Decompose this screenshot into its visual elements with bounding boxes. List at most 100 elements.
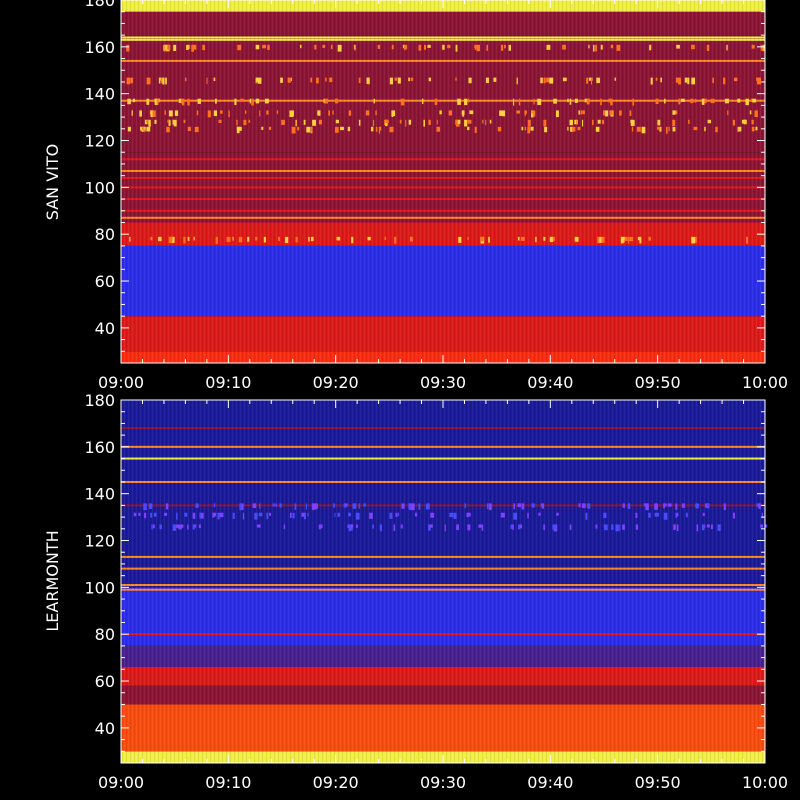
- speckle: [486, 44, 489, 51]
- speckle: [608, 98, 612, 103]
- speckle: [672, 110, 676, 115]
- speckle: [513, 503, 516, 510]
- speckle: [373, 98, 375, 104]
- speckle: [517, 236, 520, 241]
- speckle: [645, 503, 649, 511]
- speckle: [162, 77, 165, 85]
- speckle: [423, 119, 426, 127]
- speckle: [752, 98, 756, 103]
- speckle: [384, 236, 386, 241]
- speckle: [674, 110, 678, 115]
- speckle: [394, 77, 397, 81]
- speckle: [156, 98, 158, 105]
- speckle: [173, 119, 177, 127]
- speckle: [301, 512, 305, 517]
- speckle: [251, 98, 254, 106]
- speckle: [418, 503, 421, 510]
- speckle: [555, 110, 559, 118]
- speckle: [693, 126, 698, 131]
- speckle: [139, 110, 142, 117]
- speckle: [324, 98, 329, 104]
- speckle: [464, 98, 468, 106]
- speckle: [242, 512, 245, 520]
- speckle: [488, 503, 492, 511]
- speckle: [519, 524, 523, 529]
- speckle: [663, 503, 665, 509]
- speckle: [734, 77, 738, 82]
- speckle: [629, 236, 634, 242]
- speckle: [156, 98, 160, 103]
- speckle: [238, 126, 242, 131]
- x-tick-label: 09:20: [313, 773, 359, 792]
- speckle: [467, 126, 470, 131]
- speckle: [630, 119, 632, 124]
- speckle: [530, 110, 534, 118]
- speckle: [158, 98, 160, 102]
- x-tick-label: 09:00: [98, 373, 144, 392]
- speckle: [521, 126, 524, 131]
- speckle: [535, 236, 537, 243]
- speckle: [262, 44, 267, 49]
- speckle: [146, 119, 149, 123]
- speckle: [637, 236, 641, 241]
- speckle: [574, 98, 578, 103]
- speckle: [333, 503, 335, 508]
- speckle: [143, 126, 145, 132]
- speckle: [181, 98, 183, 104]
- speckle: [366, 77, 370, 84]
- speckle: [621, 236, 625, 241]
- speckle: [226, 236, 231, 242]
- speckle: [650, 77, 653, 85]
- speckle: [619, 524, 621, 531]
- speckle: [448, 110, 452, 116]
- y-tick-label: 180: [84, 0, 115, 10]
- speckle: [524, 126, 527, 131]
- speckle: [165, 44, 168, 51]
- speckle: [457, 119, 461, 124]
- speckle: [148, 503, 153, 509]
- speckle: [306, 126, 310, 133]
- speckle: [334, 512, 336, 518]
- speckle: [337, 236, 341, 241]
- speckle: [247, 236, 250, 242]
- speckle: [165, 77, 167, 85]
- speckle: [537, 98, 542, 106]
- speckle: [127, 126, 131, 132]
- speckle: [330, 44, 333, 50]
- speckle: [346, 503, 348, 507]
- speckle: [256, 524, 261, 528]
- speckle: [524, 110, 527, 115]
- speckle: [380, 524, 382, 532]
- speckle: [503, 44, 506, 49]
- speckle: [254, 512, 258, 520]
- speckle: [675, 503, 678, 510]
- speckle: [641, 126, 646, 134]
- speckle: [635, 512, 638, 519]
- san-vito-ylabel: SAN VITO: [43, 144, 62, 220]
- speckle: [527, 512, 529, 519]
- speckle: [723, 77, 726, 85]
- speckle: [143, 503, 147, 511]
- y-tick-label: 80: [95, 225, 115, 244]
- speckle: [164, 110, 166, 115]
- speckle: [593, 44, 595, 52]
- speckle: [160, 77, 163, 84]
- speckle: [467, 119, 472, 124]
- x-tick-label: 09:40: [527, 373, 573, 392]
- speckle: [622, 503, 625, 508]
- speckle: [150, 236, 153, 241]
- speckle: [550, 236, 553, 243]
- speckle: [328, 110, 330, 116]
- speckle: [763, 44, 766, 51]
- speckle: [168, 110, 173, 117]
- speckle: [410, 236, 413, 242]
- speckle: [371, 126, 374, 132]
- speckle: [467, 524, 471, 531]
- x-tick-label: 09:30: [420, 373, 466, 392]
- speckle: [269, 512, 272, 516]
- speckle: [513, 512, 518, 520]
- x-tick-label: 09:50: [635, 773, 681, 792]
- speckle: [389, 77, 393, 85]
- speckle: [704, 126, 706, 132]
- speckle: [295, 119, 297, 127]
